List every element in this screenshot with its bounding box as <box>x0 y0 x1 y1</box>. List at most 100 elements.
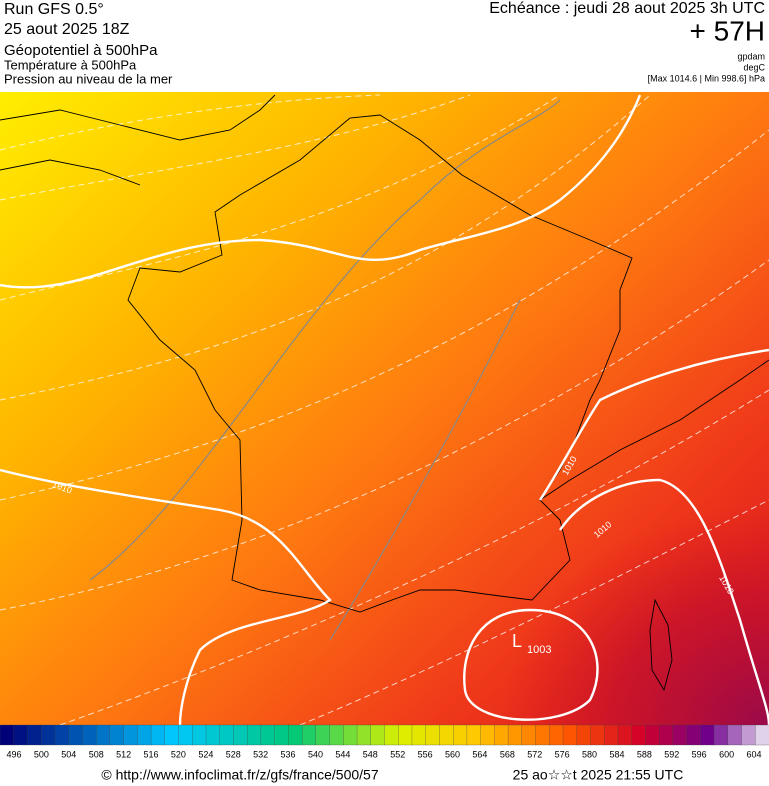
run-date: 25 aout 2025 18Z <box>4 21 130 38</box>
colorbar-tick-label: 564 <box>472 749 487 759</box>
colorbar-cell <box>315 724 331 746</box>
colorbar-cell <box>205 724 221 746</box>
colorbar-tick-label: 604 <box>746 749 761 759</box>
colorbar-tick-label: 496 <box>6 749 21 759</box>
colorbar-cell <box>494 724 509 746</box>
colorbar-tick-label: 536 <box>281 749 296 759</box>
colorbar-cell <box>274 724 290 746</box>
colorbar-cell <box>755 724 769 746</box>
colorbar-cell <box>425 724 441 746</box>
colorbar-cell <box>590 724 605 746</box>
lead-time: + 57H <box>690 15 766 46</box>
colorbar-cell <box>13 724 29 746</box>
colorbar-tick-label: 500 <box>34 749 49 759</box>
temperature-contours <box>89 99 561 641</box>
low-symbol: L <box>512 631 522 651</box>
colorbar-tick-label: 504 <box>61 749 76 759</box>
colorbar-cell <box>727 724 743 746</box>
colorbar-cell <box>384 724 399 746</box>
unit-label: gpdam <box>737 51 765 61</box>
unit-label: degC <box>743 62 765 72</box>
colorbar-cell <box>521 724 537 746</box>
colorbar-cell <box>356 724 372 746</box>
footer-date: 25 ao☆☆t 2025 21:55 UTC <box>513 767 684 783</box>
colorbar-cell <box>658 724 674 746</box>
colorbar-cell <box>453 724 468 746</box>
colorbar-cell <box>398 724 413 746</box>
colorbar-cell <box>370 724 386 746</box>
colorbar-tick-label: 588 <box>637 749 652 759</box>
colorbar-tick-label: 524 <box>198 749 213 759</box>
unit-label: [Max 1014.6 | Min 998.6] hPa <box>648 73 765 83</box>
isobars <box>0 94 769 726</box>
colorbar-cell <box>123 724 138 746</box>
footer-source: © http://www.infoclimat.fr/z/gfs/france/… <box>101 767 378 783</box>
colorbar-cell <box>192 724 207 746</box>
colorbar-cell <box>82 724 97 746</box>
colorbar-cell <box>700 724 715 746</box>
colorbar-tick-label: 548 <box>363 749 378 759</box>
colorbar-cell <box>617 724 633 746</box>
colorbar-tick-label: 596 <box>692 749 707 759</box>
colorbar-cell <box>95 724 111 746</box>
colorbar-cell <box>686 724 701 746</box>
map-title: Géopotentiel à 500hPa <box>4 42 158 59</box>
colorbar-cell <box>672 724 688 746</box>
colorbar-cell <box>219 724 235 746</box>
temperature-field <box>0 92 769 725</box>
colorbar-cell <box>41 724 56 746</box>
colorbar-cell <box>576 724 592 746</box>
map-subtitle: Température à 500hPa <box>4 57 137 72</box>
colorbar-cell <box>631 724 647 746</box>
colorbar-tick-label: 552 <box>390 749 405 759</box>
colorbar-cell <box>137 724 152 746</box>
colorbar-cell <box>439 724 454 746</box>
colorbar-cell <box>0 724 15 746</box>
run-label: Run GFS 0.5° <box>4 1 104 18</box>
colorbar-cell <box>549 724 564 746</box>
colorbar-tick-label: 520 <box>171 749 186 759</box>
colorbar-tick-label: 576 <box>555 749 570 759</box>
colorbar-cell <box>54 724 70 746</box>
colorbar-tick-label: 568 <box>500 749 515 759</box>
map-subtitle: Pression au niveau de la mer <box>4 71 173 86</box>
map-area <box>0 92 769 726</box>
colorbar-cell <box>68 724 84 746</box>
low-value: 1003 <box>527 644 551 656</box>
colorbar-cell <box>604 724 619 746</box>
colorbar-cell <box>301 724 317 746</box>
colorbar-tick-label: 600 <box>719 749 734 759</box>
colorbar-cell <box>466 724 482 746</box>
colorbar-cell <box>562 724 578 746</box>
colorbar-cell <box>288 724 303 746</box>
colorbar-cell <box>233 724 248 746</box>
colorbar-tick-label: 580 <box>582 749 597 759</box>
colorbar-tick-label: 584 <box>609 749 624 759</box>
colorbar-tick-label: 512 <box>116 749 131 759</box>
colorbar-cell <box>645 724 660 746</box>
colorbar-tick-label: 532 <box>253 749 268 759</box>
colorbar-cell <box>260 724 276 746</box>
coastlines <box>0 94 769 692</box>
colorbar-cell <box>178 724 193 746</box>
colorbar-tick-label: 540 <box>308 749 323 759</box>
colorbar-tick-label: 516 <box>144 749 159 759</box>
forecast-time: Echéance : jeudi 28 aout 2025 3h UTC <box>489 0 765 17</box>
colorbar-tick-label: 544 <box>335 749 350 759</box>
geopotential-contours <box>0 94 769 726</box>
colorbar-cell <box>507 724 523 746</box>
colorbar-tick-label: 528 <box>226 749 241 759</box>
colorbar-tick-label: 560 <box>445 749 460 759</box>
colorbar-tick-label: 556 <box>418 749 433 759</box>
colorbar-cell <box>411 724 427 746</box>
colorbar-cell <box>329 724 344 746</box>
colorbar-cell <box>535 724 550 746</box>
colorbar-cell <box>164 724 180 746</box>
colorbar-cell <box>150 724 166 746</box>
colorbar-tick-label: 572 <box>527 749 542 759</box>
colorbar-cell <box>343 724 358 746</box>
colorbar-tick-label: 592 <box>664 749 679 759</box>
colorbar-cell <box>27 724 42 746</box>
